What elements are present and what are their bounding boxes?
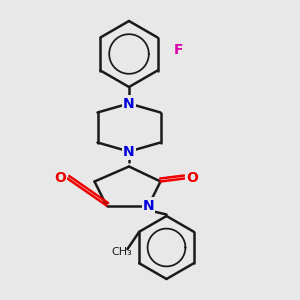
Text: N: N [123,97,135,110]
Text: N: N [123,145,135,158]
Text: F: F [174,43,183,56]
Text: N: N [143,199,154,212]
Text: O: O [186,172,198,185]
Text: O: O [54,172,66,185]
Text: CH₃: CH₃ [111,247,132,257]
